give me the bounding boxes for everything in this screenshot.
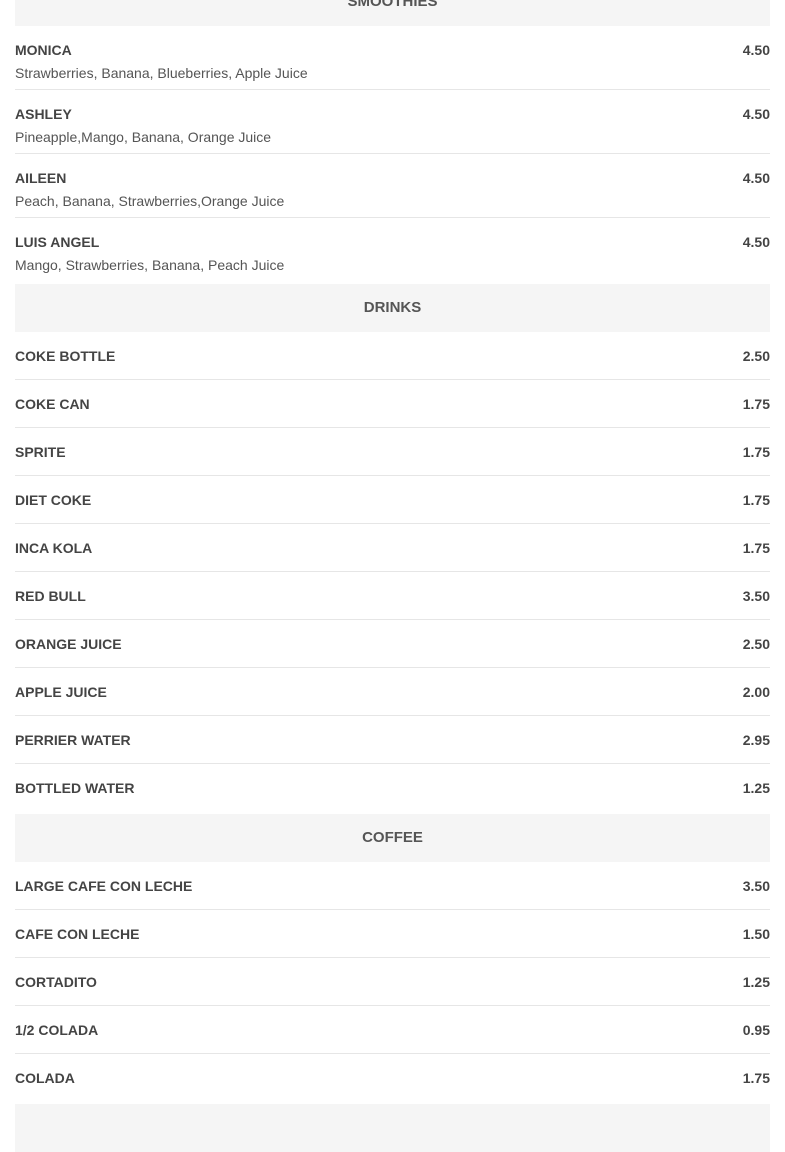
menu-item[interactable]: SPRITE 1.75 [15, 428, 770, 476]
item-description: Pineapple,Mango, Banana, Orange Juice [15, 129, 272, 145]
item-name: 1/2 COLADA [15, 1022, 99, 1038]
item-price: 1.75 [742, 1070, 770, 1086]
item-name: ORANGE JUICE [15, 636, 122, 652]
menu-item[interactable]: COKE BOTTLE 2.50 [15, 332, 770, 380]
item-name: CAFE CON LECHE [15, 926, 140, 942]
menu-item[interactable]: INCA KOLA 1.75 [15, 524, 770, 572]
menu-item[interactable]: PERRIER WATER 2.95 [15, 716, 770, 764]
item-price: 1.75 [742, 492, 770, 508]
item-price: 2.95 [742, 732, 770, 748]
item-description: Strawberries, Banana, Blueberries, Apple… [15, 65, 308, 81]
menu-item[interactable]: ORANGE JUICE 2.50 [15, 620, 770, 668]
item-name: MONICA [15, 42, 72, 58]
item-name: INCA KOLA [15, 540, 93, 556]
menu-item[interactable]: LARGE CAFE CON LECHE 3.50 [15, 862, 770, 910]
menu-item[interactable]: AILEEN 4.50 Peach, Banana, Strawberries,Or… [15, 154, 770, 218]
item-price: 1.25 [742, 974, 770, 990]
menu-item[interactable]: RED BULL 3.50 [15, 572, 770, 620]
item-price: 1.50 [742, 926, 770, 942]
section-header: COFFEE [15, 814, 770, 862]
item-price: 4.50 [742, 106, 770, 122]
item-name: COLADA [15, 1070, 75, 1086]
item-price: 0.95 [742, 1022, 770, 1038]
item-price: 2.50 [742, 348, 770, 364]
item-name: RED BULL [15, 588, 86, 604]
item-price: 3.50 [742, 588, 770, 604]
item-name: COKE CAN [15, 396, 90, 412]
section-header [15, 1104, 770, 1152]
section-header: DRINKS [15, 284, 770, 332]
item-name: ASHLEY [15, 106, 72, 122]
item-price: 1.75 [742, 540, 770, 556]
item-name: CORTADITO [15, 974, 97, 990]
menu-item[interactable]: BOTTLED WATER 1.25 [15, 764, 770, 811]
item-price: 2.00 [742, 684, 770, 700]
menu-item[interactable]: COLADA 1.75 [15, 1054, 770, 1101]
menu-item[interactable]: DIET COKE 1.75 [15, 476, 770, 524]
item-price: 4.50 [742, 170, 770, 186]
menu-section [15, 1104, 770, 1152]
menu-item[interactable]: APPLE JUICE 2.00 [15, 668, 770, 716]
item-price: 1.75 [742, 444, 770, 460]
menu-item[interactable]: LUIS ANGEL 4.50 Mango, Strawberries, Banan… [15, 218, 770, 281]
item-name: SPRITE [15, 444, 66, 460]
menu-item[interactable]: CORTADITO 1.25 [15, 958, 770, 1006]
item-price: 4.50 [742, 42, 770, 58]
menu-item[interactable]: COKE CAN 1.75 [15, 380, 770, 428]
menu-section: SMOOTHIES MONICA 4.50 Strawberries, Banana,… [15, 0, 770, 281]
item-name: LUIS ANGEL [15, 234, 100, 250]
item-price: 2.50 [742, 636, 770, 652]
menu-item[interactable]: 1/2 COLADA 0.95 [15, 1006, 770, 1054]
item-price: 1.75 [742, 396, 770, 412]
item-name: COKE BOTTLE [15, 348, 116, 364]
menu-section: COFFEE LARGE CAFE CON LECHE 3.50 CAFE CON L… [15, 814, 770, 1101]
item-price: 1.25 [742, 780, 770, 796]
item-name: LARGE CAFE CON LECHE [15, 878, 193, 894]
item-description: Mango, Strawberries, Banana, Peach Juice [15, 257, 285, 273]
item-name: APPLE JUICE [15, 684, 107, 700]
item-price: 4.50 [742, 234, 770, 250]
item-name: BOTTLED WATER [15, 780, 135, 796]
menu-item[interactable]: MONICA 4.50 Strawberries, Banana, Blueberr… [15, 26, 770, 90]
menu-item[interactable]: CAFE CON LECHE 1.50 [15, 910, 770, 958]
item-name: DIET COKE [15, 492, 92, 508]
menu-section: DRINKS COKE BOTTLE 2.50 COKE CAN 1.75 SPRITE 1… [15, 284, 770, 811]
item-name: AILEEN [15, 170, 67, 186]
section-header: SMOOTHIES [15, 0, 770, 26]
item-name: PERRIER WATER [15, 732, 131, 748]
item-price: 3.50 [742, 878, 770, 894]
menu-item[interactable]: ASHLEY 4.50 Pineapple,Mango, Banana, Orang… [15, 90, 770, 154]
item-description: Peach, Banana, Strawberries,Orange Juice [15, 193, 285, 209]
